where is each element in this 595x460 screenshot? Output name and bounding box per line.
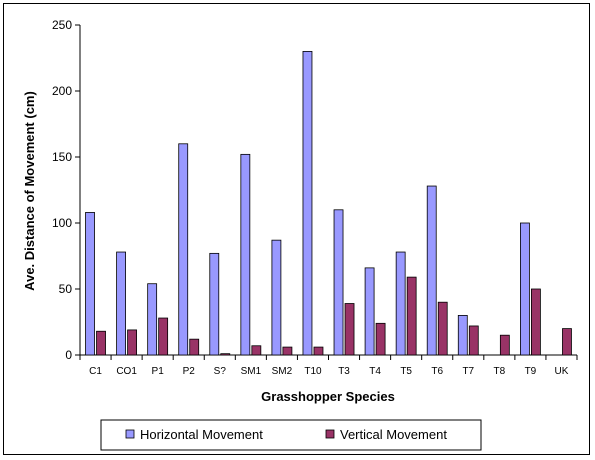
bar-horizontal — [85, 212, 95, 356]
y-tick-label: 250 — [52, 18, 72, 32]
bar-vertical — [531, 288, 541, 356]
y-tick-label: 150 — [52, 150, 72, 164]
bar-horizontal — [147, 283, 158, 356]
x-tick-label: SM2 — [272, 366, 293, 377]
bar-horizontal — [426, 185, 437, 356]
x-tick-label: T5 — [400, 366, 412, 377]
y-tick-label: 0 — [65, 348, 72, 362]
x-tick-label: UK — [555, 366, 569, 377]
bar-horizontal — [520, 222, 530, 356]
x-axis-title: Grasshopper Species — [261, 389, 395, 404]
legend: Horizontal Movement Vertical Movement — [100, 419, 482, 451]
bar-horizontal — [178, 143, 189, 356]
chart-frame — [3, 3, 590, 455]
bar-vertical — [220, 353, 231, 356]
x-tick-label: SM1 — [241, 366, 262, 377]
bar-horizontal — [333, 209, 344, 356]
x-tick-label: T7 — [462, 366, 474, 377]
legend-box — [100, 419, 482, 451]
x-tick-label: T10 — [304, 366, 322, 377]
bar-vertical — [313, 346, 324, 356]
bar-vertical — [251, 345, 262, 356]
bar-horizontal — [395, 251, 406, 356]
legend-swatch-horizontal — [125, 429, 135, 439]
bar-horizontal — [240, 153, 251, 356]
plot-area: 0 50 100 150 200 250 C1 CO1 P1 P2 S? SM1 SM2 T10 T3 T4 T… — [52, 18, 578, 377]
bar-vertical — [127, 329, 137, 356]
legend-label-vertical: Vertical Movement — [340, 427, 447, 442]
x-tick-label: T8 — [494, 366, 506, 377]
bar-horizontal — [271, 239, 282, 356]
bar-vertical — [562, 328, 572, 356]
bar-vertical — [406, 276, 417, 356]
bar-vertical — [158, 317, 169, 356]
y-tick-label: 50 — [59, 282, 73, 296]
x-tick-label: P1 — [152, 366, 165, 377]
y-tick-label: 200 — [52, 84, 72, 98]
x-tick-label: P2 — [183, 366, 196, 377]
y-tick-label: 100 — [52, 216, 72, 230]
bar-vertical — [468, 325, 479, 356]
bar-vertical — [282, 346, 293, 356]
x-tick-label: C1 — [89, 366, 102, 377]
bar-vertical — [499, 334, 510, 356]
x-tick-label: T4 — [369, 366, 381, 377]
bar-vertical — [96, 330, 106, 356]
bar-horizontal — [209, 252, 220, 356]
x-tick-label: T9 — [525, 366, 537, 377]
legend-label-horizontal: Horizontal Movement — [140, 427, 263, 442]
x-tick-label: T3 — [338, 366, 350, 377]
x-tick-label: S? — [214, 366, 227, 377]
bar-vertical — [189, 338, 200, 356]
bar-vertical — [375, 322, 386, 356]
bar-horizontal — [457, 314, 468, 356]
bar-vertical — [344, 303, 355, 356]
y-axis-title: Ave. Distance of Movement (cm) — [22, 91, 37, 291]
x-tick-label: CO1 — [116, 366, 137, 377]
legend-swatch-vertical — [325, 429, 335, 439]
bar-vertical — [437, 301, 448, 356]
bar-horizontal — [116, 251, 126, 356]
x-tick-label: T6 — [431, 366, 443, 377]
bar-horizontal — [364, 267, 375, 356]
bar-horizontal — [302, 51, 313, 356]
